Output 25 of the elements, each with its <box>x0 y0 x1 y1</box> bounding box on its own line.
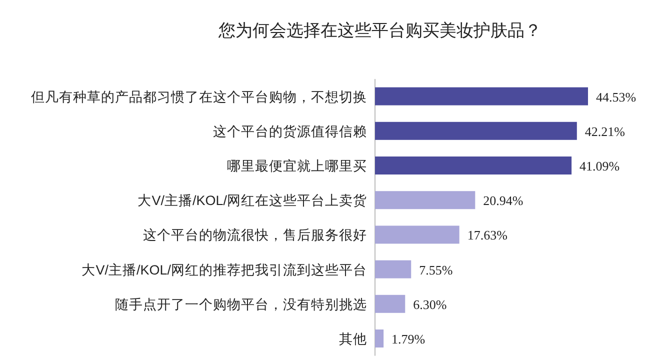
chart-title: 您为何会选择在这些平台购买美妆护肤品？ <box>218 21 542 40</box>
bar <box>375 260 412 278</box>
data-label: 6.30% <box>413 296 447 312</box>
data-label: 41.09% <box>580 158 620 174</box>
data-label: 1.79% <box>392 332 426 346</box>
data-label: 17.63% <box>467 228 508 243</box>
data-label: 20.94% <box>483 193 524 208</box>
y-tick-label: 但凡有种草的产品都习惯了在这个平台购物，不想切换 <box>31 89 367 104</box>
bar <box>375 156 572 174</box>
y-tick-label: 哪里最便宜就上哪里买 <box>227 158 367 174</box>
bar <box>375 191 476 210</box>
bar <box>375 330 384 348</box>
y-tick-label: 其他 <box>339 332 367 346</box>
y-tick-label: 随手点开了一个购物平台，没有特别挑选 <box>115 296 367 312</box>
bar <box>375 87 588 106</box>
data-label: 44.53% <box>596 89 636 104</box>
y-tick-label: 大V/主播/KOL/网红的推荐把我引流到这些平台 <box>82 262 367 278</box>
bar <box>375 294 406 313</box>
data-label: 42.21% <box>584 124 626 139</box>
bar <box>375 122 577 140</box>
y-tick-label: 这个平台的物流很快，售后服务很好 <box>143 228 367 243</box>
y-tick-label: 大V/主播/KOL/网红在这些平台上卖货 <box>138 193 367 208</box>
data-label: 7.55% <box>419 262 453 278</box>
y-tick-label: 这个平台的货源值得信赖 <box>213 124 367 139</box>
bar <box>375 226 460 244</box>
